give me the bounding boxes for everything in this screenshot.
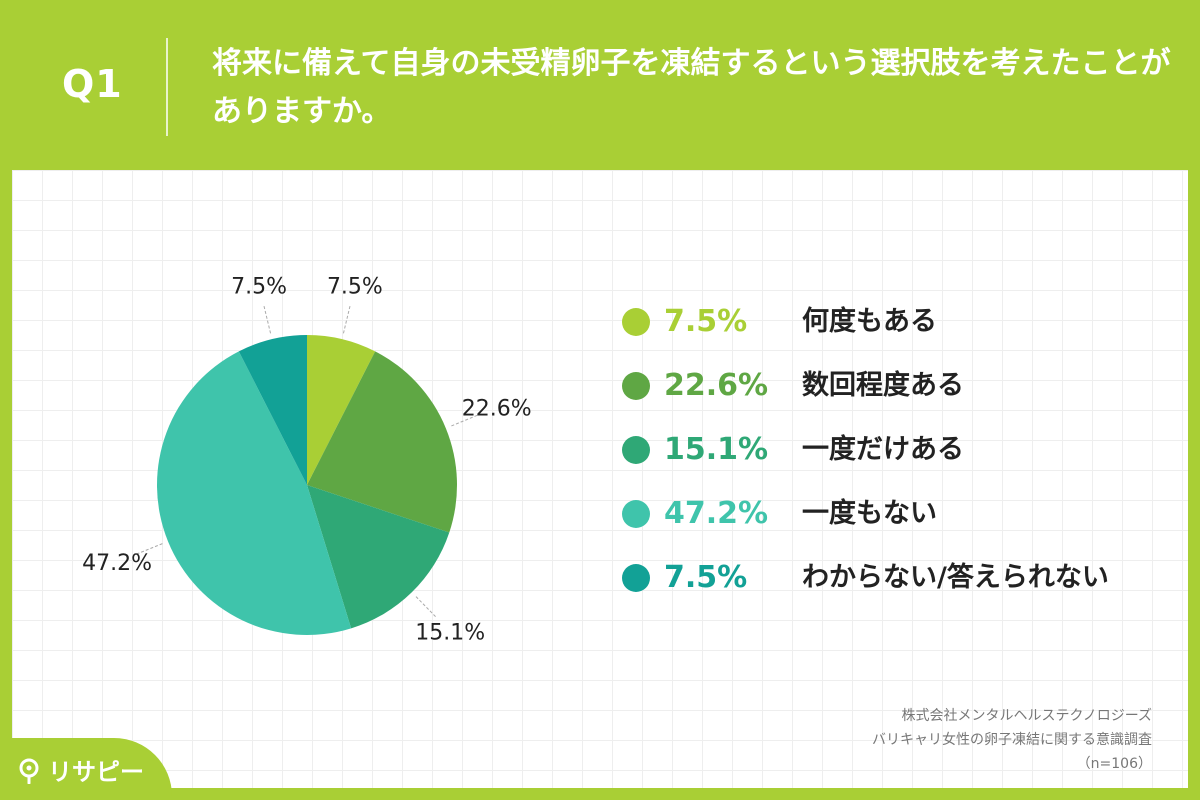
pie-chart: 7.5% 22.6% 15.1% 47.2% 7.5%	[82, 275, 532, 646]
pie-slice	[156, 351, 352, 635]
legend-dot	[622, 564, 650, 592]
legend-dot	[622, 500, 650, 528]
slice-label: 15.1%	[415, 621, 485, 646]
pie-slice	[307, 351, 458, 533]
leader-line	[342, 305, 351, 334]
pie-slice	[307, 485, 450, 629]
legend-percent: 7.5%	[664, 560, 748, 595]
legend-percent: 47.2%	[664, 496, 769, 531]
slice-label: 22.6%	[462, 396, 532, 421]
legend-label: わからない/答えられない	[802, 562, 1109, 593]
legend-label: 一度だけある	[802, 434, 964, 465]
legend-percent: 22.6%	[664, 368, 769, 403]
question-number: Q1	[62, 62, 123, 106]
source-note: 株式会社メンタルヘルステクノロジーズ バリキャリ女性の卵子凍結に関する意識調査 …	[872, 704, 1152, 776]
legend-label: 何度もある	[802, 306, 937, 337]
legend-percent: 15.1%	[664, 432, 769, 467]
leader-line	[263, 305, 272, 334]
source-company: 株式会社メンタルヘルステクノロジーズ	[901, 708, 1152, 724]
source-survey: バリキャリ女性の卵子凍結に関する意識調査	[872, 732, 1152, 748]
legend-dot	[622, 372, 650, 400]
legend-dot	[622, 308, 650, 336]
logo-text: リサピー	[48, 758, 144, 786]
pie-slice	[307, 335, 376, 485]
header: Q1 将来に備えて自身の未受精卵子を凍結するという選択肢を考えたことがありますか…	[0, 0, 1200, 170]
pie-slice	[238, 335, 307, 485]
logo: リサピー	[0, 738, 172, 800]
sample-size: （n=106）	[1076, 756, 1152, 772]
legend-percent: 7.5%	[664, 304, 748, 339]
question-title: 将来に備えて自身の未受精卵子を凍結するという選択肢を考えたことがありますか。	[212, 46, 1171, 129]
header-divider	[166, 38, 168, 136]
legend-label: 一度もない	[802, 498, 937, 529]
location-pin-icon	[19, 758, 39, 784]
slice-label: 47.2%	[82, 551, 152, 576]
slice-label: 7.5%	[231, 275, 287, 300]
slice-label: 7.5%	[327, 275, 383, 300]
legend-dot	[622, 436, 650, 464]
chart-panel: 7.5% 22.6% 15.1% 47.2% 7.5% 7.5% 何度もある 22.6% 数回…	[12, 170, 1188, 788]
leader-line	[415, 596, 436, 617]
legend-label: 数回程度ある	[802, 370, 964, 401]
